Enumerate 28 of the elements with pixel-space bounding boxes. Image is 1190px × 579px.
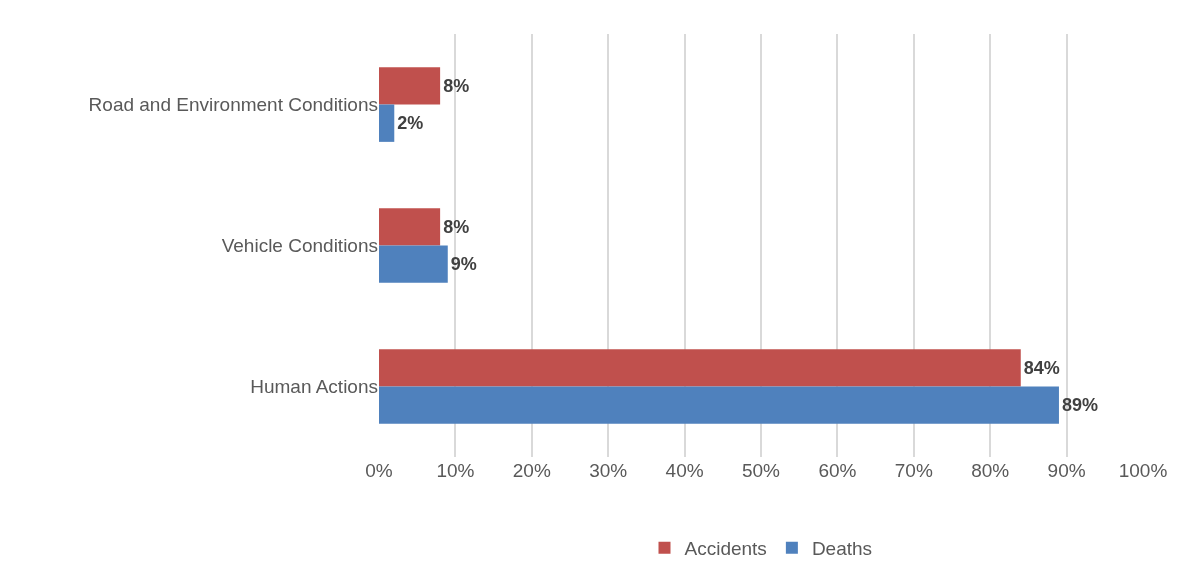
x-tick-label: 70% bbox=[894, 460, 933, 481]
bar bbox=[379, 67, 441, 105]
data-label: 8% bbox=[443, 75, 470, 96]
data-label: 89% bbox=[1061, 395, 1098, 416]
x-tick-label: 50% bbox=[741, 460, 781, 481]
legend-label: Deaths bbox=[811, 538, 873, 560]
y-tick-label: Vehicle Conditions bbox=[221, 235, 378, 257]
data-label: 84% bbox=[1023, 357, 1060, 378]
bar bbox=[379, 104, 395, 142]
data-label: 9% bbox=[450, 254, 477, 275]
y-tick-label: Road and Environment Conditions bbox=[88, 94, 378, 116]
x-tick-label: 80% bbox=[971, 460, 1010, 481]
bar bbox=[379, 386, 1059, 424]
legend-label: Accidents bbox=[684, 538, 767, 560]
x-tick-label: 0% bbox=[365, 460, 393, 481]
bar bbox=[379, 208, 441, 246]
x-tick-label: 30% bbox=[589, 460, 628, 481]
x-tick-label: 40% bbox=[665, 460, 704, 481]
x-tick-label: 100% bbox=[1118, 460, 1168, 481]
y-tick-label: Human Actions bbox=[250, 376, 378, 398]
data-label: 8% bbox=[443, 216, 470, 237]
x-tick-label: 90% bbox=[1047, 460, 1086, 481]
x-tick-label: 60% bbox=[818, 460, 857, 481]
x-tick-label: 20% bbox=[512, 460, 551, 481]
bar bbox=[379, 245, 448, 283]
bar bbox=[379, 349, 1021, 387]
x-tick-label: 10% bbox=[436, 460, 475, 481]
data-label: 2% bbox=[397, 113, 424, 134]
